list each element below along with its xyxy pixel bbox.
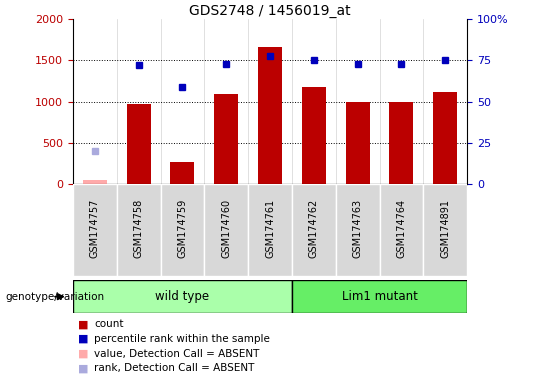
Text: value, Detection Call = ABSENT: value, Detection Call = ABSENT bbox=[94, 349, 260, 359]
Bar bbox=[258, 47, 282, 184]
Bar bbox=[336, 184, 380, 276]
Bar bbox=[292, 184, 336, 276]
Bar bbox=[292, 280, 467, 313]
Bar bbox=[248, 184, 292, 276]
Text: ■: ■ bbox=[78, 334, 89, 344]
Text: ■: ■ bbox=[78, 349, 89, 359]
Text: ■: ■ bbox=[78, 319, 89, 329]
Text: Lim1 mutant: Lim1 mutant bbox=[342, 290, 417, 303]
Bar bbox=[380, 184, 423, 276]
Text: GSM174760: GSM174760 bbox=[221, 199, 231, 258]
Text: count: count bbox=[94, 319, 124, 329]
Text: GSM174757: GSM174757 bbox=[90, 199, 100, 258]
Bar bbox=[214, 94, 238, 184]
Text: GSM174762: GSM174762 bbox=[309, 199, 319, 258]
Text: GSM174764: GSM174764 bbox=[396, 199, 407, 258]
Bar bbox=[126, 104, 151, 184]
Text: GSM174759: GSM174759 bbox=[178, 199, 187, 258]
Text: wild type: wild type bbox=[156, 290, 210, 303]
Text: percentile rank within the sample: percentile rank within the sample bbox=[94, 334, 271, 344]
Bar bbox=[73, 184, 117, 276]
Text: GSM174758: GSM174758 bbox=[133, 199, 144, 258]
Text: ■: ■ bbox=[78, 363, 89, 373]
Bar bbox=[117, 184, 160, 276]
Text: GSM174763: GSM174763 bbox=[353, 199, 362, 258]
Text: GSM174891: GSM174891 bbox=[440, 199, 450, 258]
Bar bbox=[302, 87, 326, 184]
Title: GDS2748 / 1456019_at: GDS2748 / 1456019_at bbox=[189, 4, 351, 18]
Bar bbox=[204, 184, 248, 276]
Bar bbox=[346, 102, 370, 184]
Bar bbox=[83, 180, 107, 184]
Text: GSM174761: GSM174761 bbox=[265, 199, 275, 258]
Bar bbox=[170, 162, 194, 184]
Bar bbox=[433, 92, 457, 184]
Bar bbox=[389, 102, 414, 184]
Bar bbox=[423, 184, 467, 276]
Text: genotype/variation: genotype/variation bbox=[5, 291, 105, 302]
Text: rank, Detection Call = ABSENT: rank, Detection Call = ABSENT bbox=[94, 363, 255, 373]
Bar bbox=[160, 184, 204, 276]
Bar bbox=[73, 280, 292, 313]
